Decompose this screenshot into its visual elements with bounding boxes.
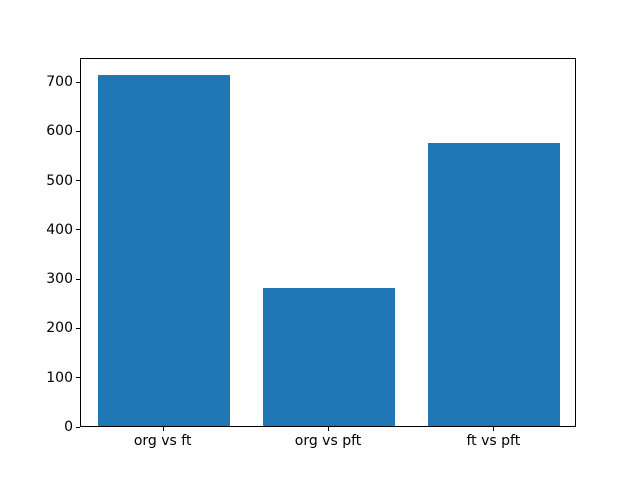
y-axis-tick-mark xyxy=(76,377,80,379)
bar-org-vs-pft xyxy=(262,288,396,426)
x-axis-tick-mark xyxy=(493,427,495,431)
x-axis-tick-label: org vs ft xyxy=(133,433,192,449)
y-axis-tick-mark xyxy=(76,229,80,231)
y-axis-tick-mark xyxy=(76,81,80,83)
y-axis-tick-mark xyxy=(76,278,80,280)
x-axis-tick-mark xyxy=(162,427,164,431)
bar-ft-vs-pft xyxy=(428,142,561,426)
x-axis-tick-mark xyxy=(328,427,329,431)
y-axis-tick-label: 400 xyxy=(46,221,73,238)
plot-area xyxy=(80,58,576,427)
y-axis-tick-label: 200 xyxy=(46,320,73,337)
x-axis-tick-label: org vs pft xyxy=(294,433,362,449)
y-axis-tick-mark xyxy=(76,327,80,329)
y-axis-tick-mark xyxy=(76,180,80,182)
y-axis-tick-label: 300 xyxy=(46,271,73,288)
y-axis-tick-label: 100 xyxy=(46,369,73,386)
y-axis-tick-label: 700 xyxy=(46,74,73,91)
y-axis-tick-mark xyxy=(76,426,80,428)
y-axis-tick-label: 600 xyxy=(46,123,73,140)
y-axis-tick-mark xyxy=(76,130,80,132)
x-axis-tick-label: ft vs pft xyxy=(466,433,521,449)
y-axis-tick-label: 0 xyxy=(64,419,73,435)
y-axis-tick-label: 500 xyxy=(46,172,73,189)
bar-org-vs-ft xyxy=(97,74,230,426)
